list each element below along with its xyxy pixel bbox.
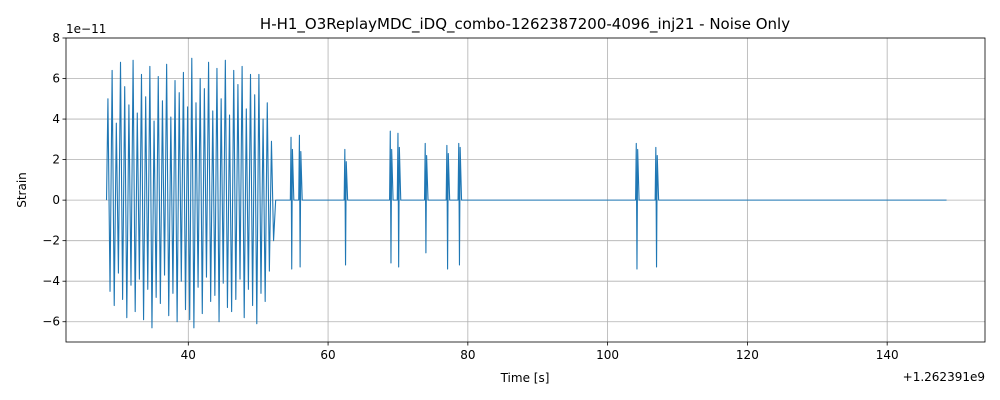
chart-title: H-H1_O3ReplayMDC_iDQ_combo-1262387200-40… xyxy=(260,15,790,34)
y-tick-label: 6 xyxy=(52,72,60,86)
x-tick-label: 140 xyxy=(876,348,899,362)
y-tick-label: 2 xyxy=(52,153,60,167)
y-axis-ticks: 8 6 4 2 0 −2 −4 −6 xyxy=(42,31,66,329)
x-tick-label: 100 xyxy=(596,348,619,362)
y-tick-label: −6 xyxy=(42,315,60,329)
y-tick-label: −4 xyxy=(42,274,60,288)
y-tick-label: −2 xyxy=(42,234,60,248)
plot-area: 40 60 80 100 120 140 8 6 4 2 0 −2 −4 −6 xyxy=(42,31,986,362)
y-scale-label: 1e−11 xyxy=(66,22,106,36)
x-tick-label: 60 xyxy=(320,348,335,362)
y-axis-label: Strain xyxy=(15,172,29,208)
y-tick-label: 8 xyxy=(52,31,60,45)
y-tick-label: 0 xyxy=(52,193,60,207)
x-axis-label: Time [s] xyxy=(500,371,550,385)
x-offset-label: +1.262391e9 xyxy=(903,370,985,384)
strain-series-line xyxy=(105,57,947,329)
x-tick-label: 40 xyxy=(181,348,196,362)
y-tick-label: 4 xyxy=(52,112,60,126)
plot-frame xyxy=(65,37,986,343)
x-axis-ticks: 40 60 80 100 120 140 xyxy=(181,342,899,362)
series-layer xyxy=(105,57,947,329)
x-tick-label: 120 xyxy=(736,348,759,362)
x-tick-label: 80 xyxy=(460,348,475,362)
